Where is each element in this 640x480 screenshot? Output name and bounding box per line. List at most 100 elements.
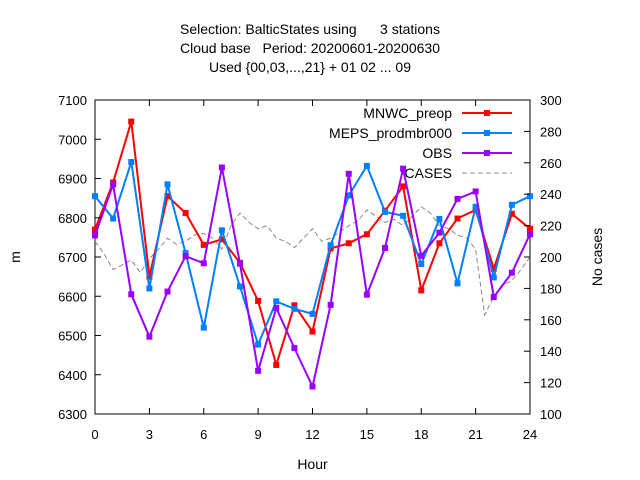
x-tick-label: 9 — [255, 427, 262, 442]
data-point-obs — [436, 229, 443, 236]
legend-label-obs: OBS — [422, 145, 452, 161]
data-point-mnwc-preop — [218, 236, 225, 243]
data-point-meps-prodmbr000 — [255, 341, 262, 348]
y2-tick-label: 160 — [540, 313, 562, 328]
y-tick-label: 6800 — [58, 211, 87, 226]
y-tick-label: 6900 — [58, 172, 87, 187]
data-point-meps-prodmbr000 — [490, 274, 497, 281]
y2-tick-label: 100 — [540, 407, 562, 422]
data-point-obs — [291, 345, 298, 352]
data-point-mnwc-preop — [273, 361, 280, 368]
y-tick-label: 6600 — [58, 289, 87, 304]
data-point-meps-prodmbr000 — [345, 192, 352, 199]
data-point-obs — [472, 188, 479, 195]
x-tick-label: 3 — [146, 427, 153, 442]
y-tick-label: 6700 — [58, 250, 87, 265]
axes: 6300640065006600670068006900700071001001… — [7, 93, 605, 472]
y-axis-label: m — [7, 251, 23, 263]
data-point-obs — [490, 294, 497, 301]
data-point-obs — [345, 170, 352, 177]
data-point-obs — [508, 269, 515, 276]
data-point-meps-prodmbr000 — [110, 215, 117, 222]
data-point-mnwc-preop — [490, 265, 497, 272]
x-tick-label: 24 — [523, 427, 537, 442]
y2-tick-label: 180 — [540, 281, 562, 296]
legend-label-cases: CASES — [405, 165, 452, 181]
data-point-meps-prodmbr000 — [472, 203, 479, 210]
data-point-mnwc-preop — [200, 241, 207, 248]
data-point-obs — [400, 165, 407, 172]
legend-marker-mnwc-preop — [484, 110, 490, 116]
y-tick-label: 6500 — [58, 329, 87, 344]
data-point-mnwc-preop — [436, 240, 443, 247]
x-tick-label: 21 — [468, 427, 482, 442]
data-point-mnwc-preop — [92, 226, 98, 233]
y2-tick-label: 200 — [540, 250, 562, 265]
y2-tick-label: 140 — [540, 344, 562, 359]
series-line-meps-prodmbr000 — [94, 161, 531, 348]
data-point-mnwc-preop — [291, 302, 298, 309]
y2-tick-label: 300 — [540, 93, 562, 108]
legend-label-mnwc-preop: MNWC_preop — [363, 105, 452, 121]
data-point-mnwc-preop — [454, 215, 461, 222]
data-point-mnwc-preop — [164, 193, 171, 200]
title-line: Selection: BalticStates using 3 stations — [180, 21, 440, 37]
data-point-mnwc-preop — [309, 328, 316, 335]
data-point-obs — [164, 288, 171, 295]
data-point-meps-prodmbr000 — [527, 193, 533, 200]
data-point-meps-prodmbr000 — [128, 159, 135, 166]
x-tick-label: 6 — [200, 427, 207, 442]
y2-axis-label: No cases — [589, 228, 605, 286]
data-point-meps-prodmbr000 — [237, 283, 243, 290]
y2-tick-label: 220 — [540, 219, 562, 234]
legend-label-meps-prodmbr000: MEPS_prodmbr000 — [329, 125, 452, 141]
data-point-obs — [146, 333, 153, 340]
data-point-meps-prodmbr000 — [382, 208, 388, 215]
data-point-obs — [418, 252, 425, 259]
y-tick-label: 7000 — [58, 132, 87, 147]
data-point-mnwc-preop — [363, 231, 370, 238]
data-point-obs — [110, 181, 117, 188]
data-point-meps-prodmbr000 — [508, 201, 515, 208]
data-point-meps-prodmbr000 — [273, 298, 280, 305]
title-line: Used {00,03,...,21} + 01 02 ... 09 — [209, 59, 411, 75]
data-point-meps-prodmbr000 — [92, 193, 98, 200]
y2-tick-label: 240 — [540, 187, 562, 202]
x-tick-label: 0 — [91, 427, 98, 442]
legend: MNWC_preop MEPS_prodmbr000 OBS CASES — [329, 105, 512, 181]
data-point-obs — [92, 232, 98, 239]
legend-marker-obs — [484, 150, 490, 156]
data-point-mnwc-preop — [400, 183, 407, 190]
y-tick-label: 7100 — [58, 93, 87, 108]
data-point-meps-prodmbr000 — [182, 250, 189, 257]
data-point-mnwc-preop — [128, 118, 135, 125]
data-point-obs — [454, 195, 461, 202]
data-point-mnwc-preop — [345, 240, 352, 247]
series-line-mnwc-preop — [94, 121, 531, 369]
data-point-obs — [237, 260, 243, 267]
x-tick-label: 15 — [360, 427, 374, 442]
data-point-mnwc-preop — [508, 210, 515, 217]
data-point-meps-prodmbr000 — [418, 261, 425, 268]
y2-tick-label: 280 — [540, 124, 562, 139]
data-point-obs — [363, 291, 370, 298]
data-point-mnwc-preop — [146, 273, 153, 280]
y-tick-label: 6400 — [58, 368, 87, 383]
data-point-mnwc-preop — [182, 210, 189, 217]
x-tick-label: 12 — [305, 427, 319, 442]
data-point-obs — [527, 231, 533, 238]
data-point-obs — [182, 253, 189, 260]
title-line: Cloud base Period: 20200601-20200630 — [180, 40, 440, 56]
cases-layer — [94, 206, 531, 317]
data-point-obs — [382, 244, 388, 251]
data-point-obs — [327, 301, 334, 308]
data-point-meps-prodmbr000 — [291, 305, 298, 312]
data-point-obs — [200, 260, 207, 267]
data-point-meps-prodmbr000 — [454, 280, 461, 287]
series-line-cases — [94, 206, 531, 317]
data-point-obs — [128, 291, 135, 298]
data-point-meps-prodmbr000 — [309, 310, 316, 317]
data-point-meps-prodmbr000 — [218, 227, 225, 234]
data-point-mnwc-preop — [418, 287, 425, 294]
